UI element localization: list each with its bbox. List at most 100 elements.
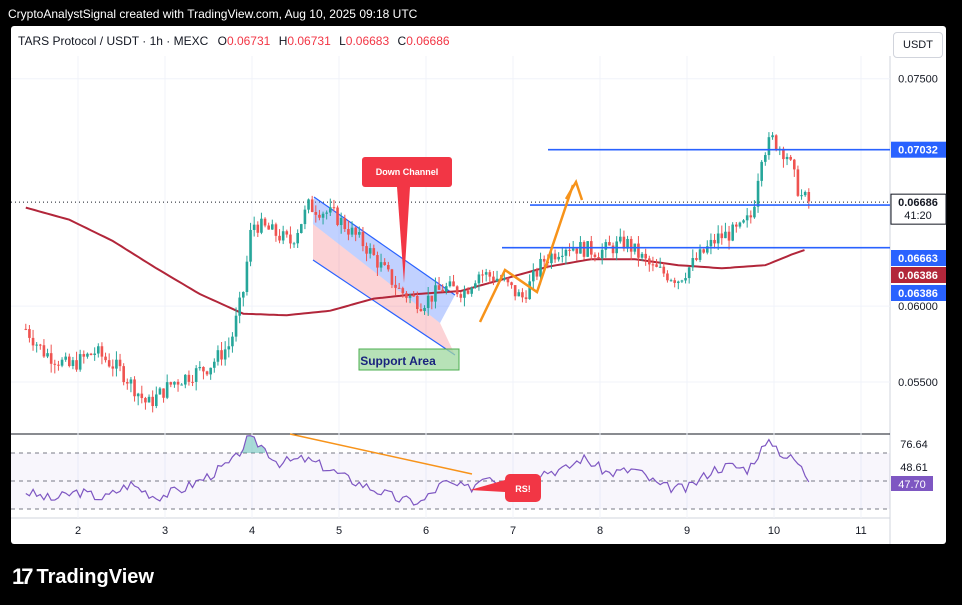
candle-body [803,192,807,196]
rsi-tag-label: RS! [515,484,531,494]
candle-body [503,278,506,280]
candle-body [542,258,546,262]
candle-body [289,234,292,244]
candle-body [521,292,524,298]
price-axis-label: 0.06663 [891,250,946,266]
candle-body [680,280,684,282]
candle-body [535,270,539,277]
price-axis-label-bg [891,267,946,283]
down-channel-label: Down Channel [376,167,439,177]
candle-body [165,382,169,398]
candle-body [713,239,716,244]
candle-body [227,346,231,350]
price-axis-label: 0.06386 [891,285,946,301]
candle-body [368,248,372,254]
candle-body [180,384,183,386]
candle-body [484,272,488,275]
candle-body [379,262,383,268]
candle-body [568,249,571,251]
candle-body [669,280,673,282]
rsi-divergence-line [289,433,473,475]
candle-body [339,217,343,225]
candle-body [111,366,115,369]
candle-body [329,207,332,213]
candle-body [158,388,162,395]
candle-body [100,346,104,357]
rsi-line [25,435,810,506]
candle-body [760,161,763,181]
candle-body [184,374,187,385]
candle-body [807,192,811,202]
candle-body [771,135,774,138]
candle-body [673,280,676,283]
price-axis-label-text: 0.06663 [898,253,938,265]
candle-body [557,256,560,260]
candle-body [738,222,742,227]
candle-body [466,290,470,294]
down-channel-callout [362,157,452,187]
tradingview-logo: 17 TradingView [12,564,154,590]
candle-body [303,209,307,225]
candle-body [510,282,513,286]
candle-body [651,264,655,266]
rsi-current-bg [891,476,933,491]
candle-body [495,278,499,282]
candle-body [115,359,118,369]
candle-body [662,266,666,274]
candle-body [586,241,589,257]
candle-body [213,361,216,368]
candle-body [727,231,731,241]
time-tick-label: 9 [684,525,690,537]
candle-body [42,345,46,357]
candle-body [97,346,100,354]
candle-body [35,344,38,346]
candle-body [749,215,753,218]
candle-body [658,266,662,268]
candle-body [60,359,64,366]
candle-body [271,224,274,230]
symbol-info: TARS Protocol / USDT · 1h · MEXC [18,34,209,48]
rsi-current-label: 47.70 [898,479,926,491]
candle-body [622,236,626,249]
currency-button[interactable]: USDT [893,32,943,58]
candle-body [49,353,53,364]
candle-body [383,262,386,266]
candle-body [463,290,466,298]
candle-body [343,217,347,230]
time-tick-label: 6 [423,525,429,537]
candle-body [611,245,615,254]
candle-body [205,371,209,375]
legend-open: 0.06731 [226,34,271,48]
candle-body [46,353,49,357]
price-tick-label: 0.05500 [898,377,938,389]
candle-body [684,278,687,281]
candle-body [513,285,517,297]
candle-body [412,295,415,297]
candle-body [234,315,238,337]
candle-body [129,379,133,384]
candle-body [78,354,82,370]
candle-body [561,255,564,257]
candle-body [782,148,785,160]
candle-body [753,206,756,218]
price-axis-label-sub: 41:20 [904,210,932,222]
price-axis-label-text: 0.06686 [898,197,938,209]
candle-body [455,286,459,295]
price-tick-label: 0.06000 [898,301,938,313]
candle-body [702,249,705,253]
time-tick-label: 5 [336,525,342,537]
candle-body [263,218,267,226]
candle-body [655,264,658,267]
candle-body [593,254,597,258]
candle-body [307,199,310,210]
candle-body [597,257,600,259]
candle-body [800,195,803,197]
candle-body [86,353,89,357]
price-axis-label-text: 0.07032 [898,145,938,157]
candle-body [140,393,144,399]
time-tick-label: 11 [855,525,866,537]
candle-body [619,236,622,242]
candle-body [332,207,336,209]
candle-body [698,249,702,260]
rsi-tick-label: 76.64 [900,439,928,451]
